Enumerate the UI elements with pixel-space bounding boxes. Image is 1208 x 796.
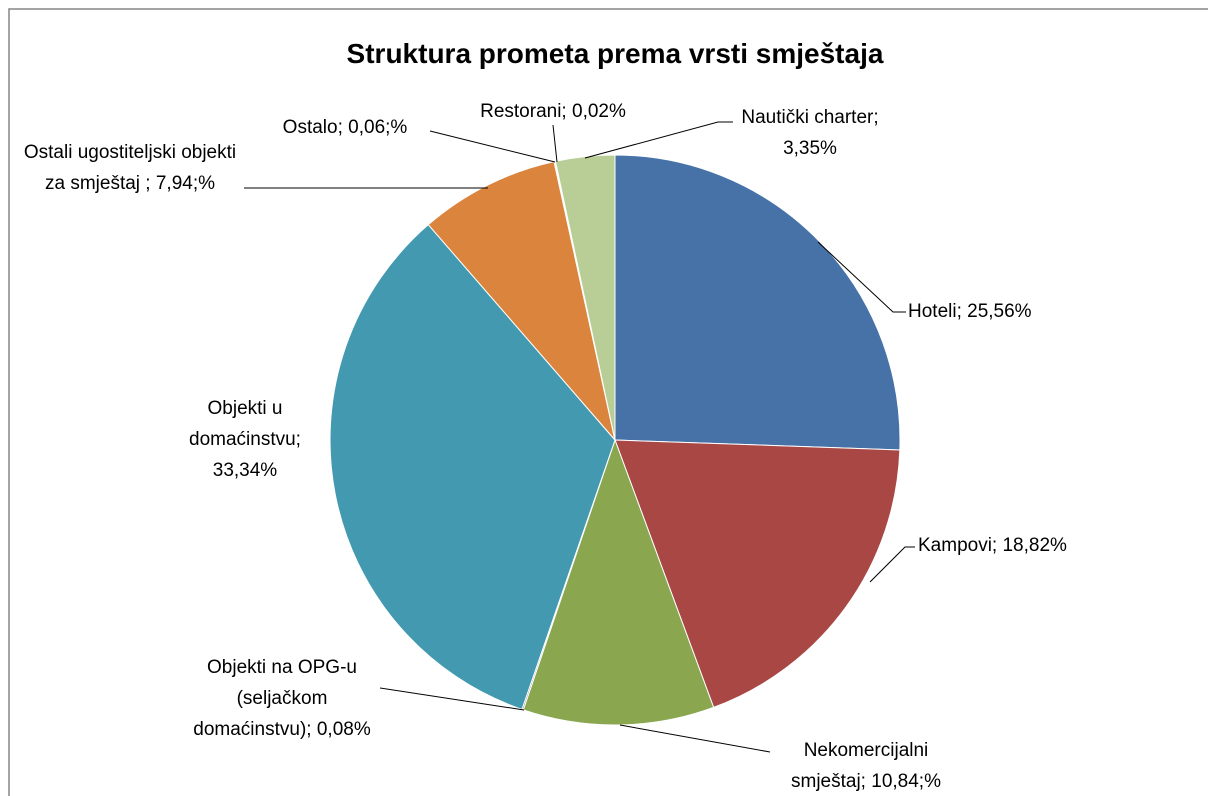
pie-slice — [554, 154, 616, 441]
leader-line — [869, 546, 915, 583]
category-label: Nautički charter; — [741, 107, 879, 128]
value-label: 3,35% — [783, 138, 837, 159]
leader-line — [379, 687, 525, 711]
value-label: 7,94;% — [155, 173, 216, 194]
data-label: Nautički charter; 3,35% — [720, 102, 900, 164]
data-label: Kampovi; 18,82% — [918, 530, 1118, 561]
value-label: 0,06;% — [348, 117, 408, 138]
category-label: Restorani; — [480, 101, 567, 122]
data-label: Objekti u domaćinstvu; 33,34% — [170, 393, 320, 486]
category-label: Ostalo; — [282, 117, 343, 138]
data-label: Ostali ugostiteljski objekti za smještaj… — [15, 137, 245, 199]
leader-line — [429, 130, 556, 163]
category-label: Objekti u domaćinstvu; — [189, 398, 301, 450]
data-label: Hoteli; 25,56% — [908, 296, 1108, 327]
leader-line — [584, 121, 733, 159]
value-label: 10,84;% — [871, 771, 941, 792]
category-label: Nekomercijalni smještaj; — [791, 740, 929, 792]
pie-slice — [614, 154, 901, 451]
leader-line — [619, 724, 771, 753]
value-label: 18,82% — [1002, 535, 1067, 556]
leader-line — [552, 124, 558, 163]
pie-slice — [329, 223, 616, 711]
value-label: 33,34% — [212, 460, 278, 481]
category-label: Kampovi; — [918, 535, 998, 556]
chart-title: Struktura prometa prema vrsti smještaja — [346, 38, 884, 69]
category-label: Ostali ugostiteljski objekti za smještaj… — [23, 142, 237, 194]
category-label: Objekti na OPG-u (seljačkom domaćinstvu)… — [193, 657, 357, 740]
value-label: 0,08% — [316, 719, 371, 740]
pie-slice — [427, 160, 616, 441]
category-label: Hoteli; — [908, 301, 962, 322]
data-label: Objekti na OPG-u (seljačkom domaćinstvu)… — [182, 652, 382, 745]
value-label: 0,02% — [572, 101, 626, 122]
value-label: 25,56% — [967, 301, 1032, 322]
data-label: Ostalo; 0,06;% — [245, 112, 445, 143]
data-label: Restorani; 0,02% — [443, 96, 663, 127]
pie-slice — [522, 438, 715, 726]
data-label: Nekomercijalni smještaj; 10,84;% — [766, 735, 966, 796]
pie-slice — [614, 439, 901, 709]
leader-line — [817, 241, 906, 313]
